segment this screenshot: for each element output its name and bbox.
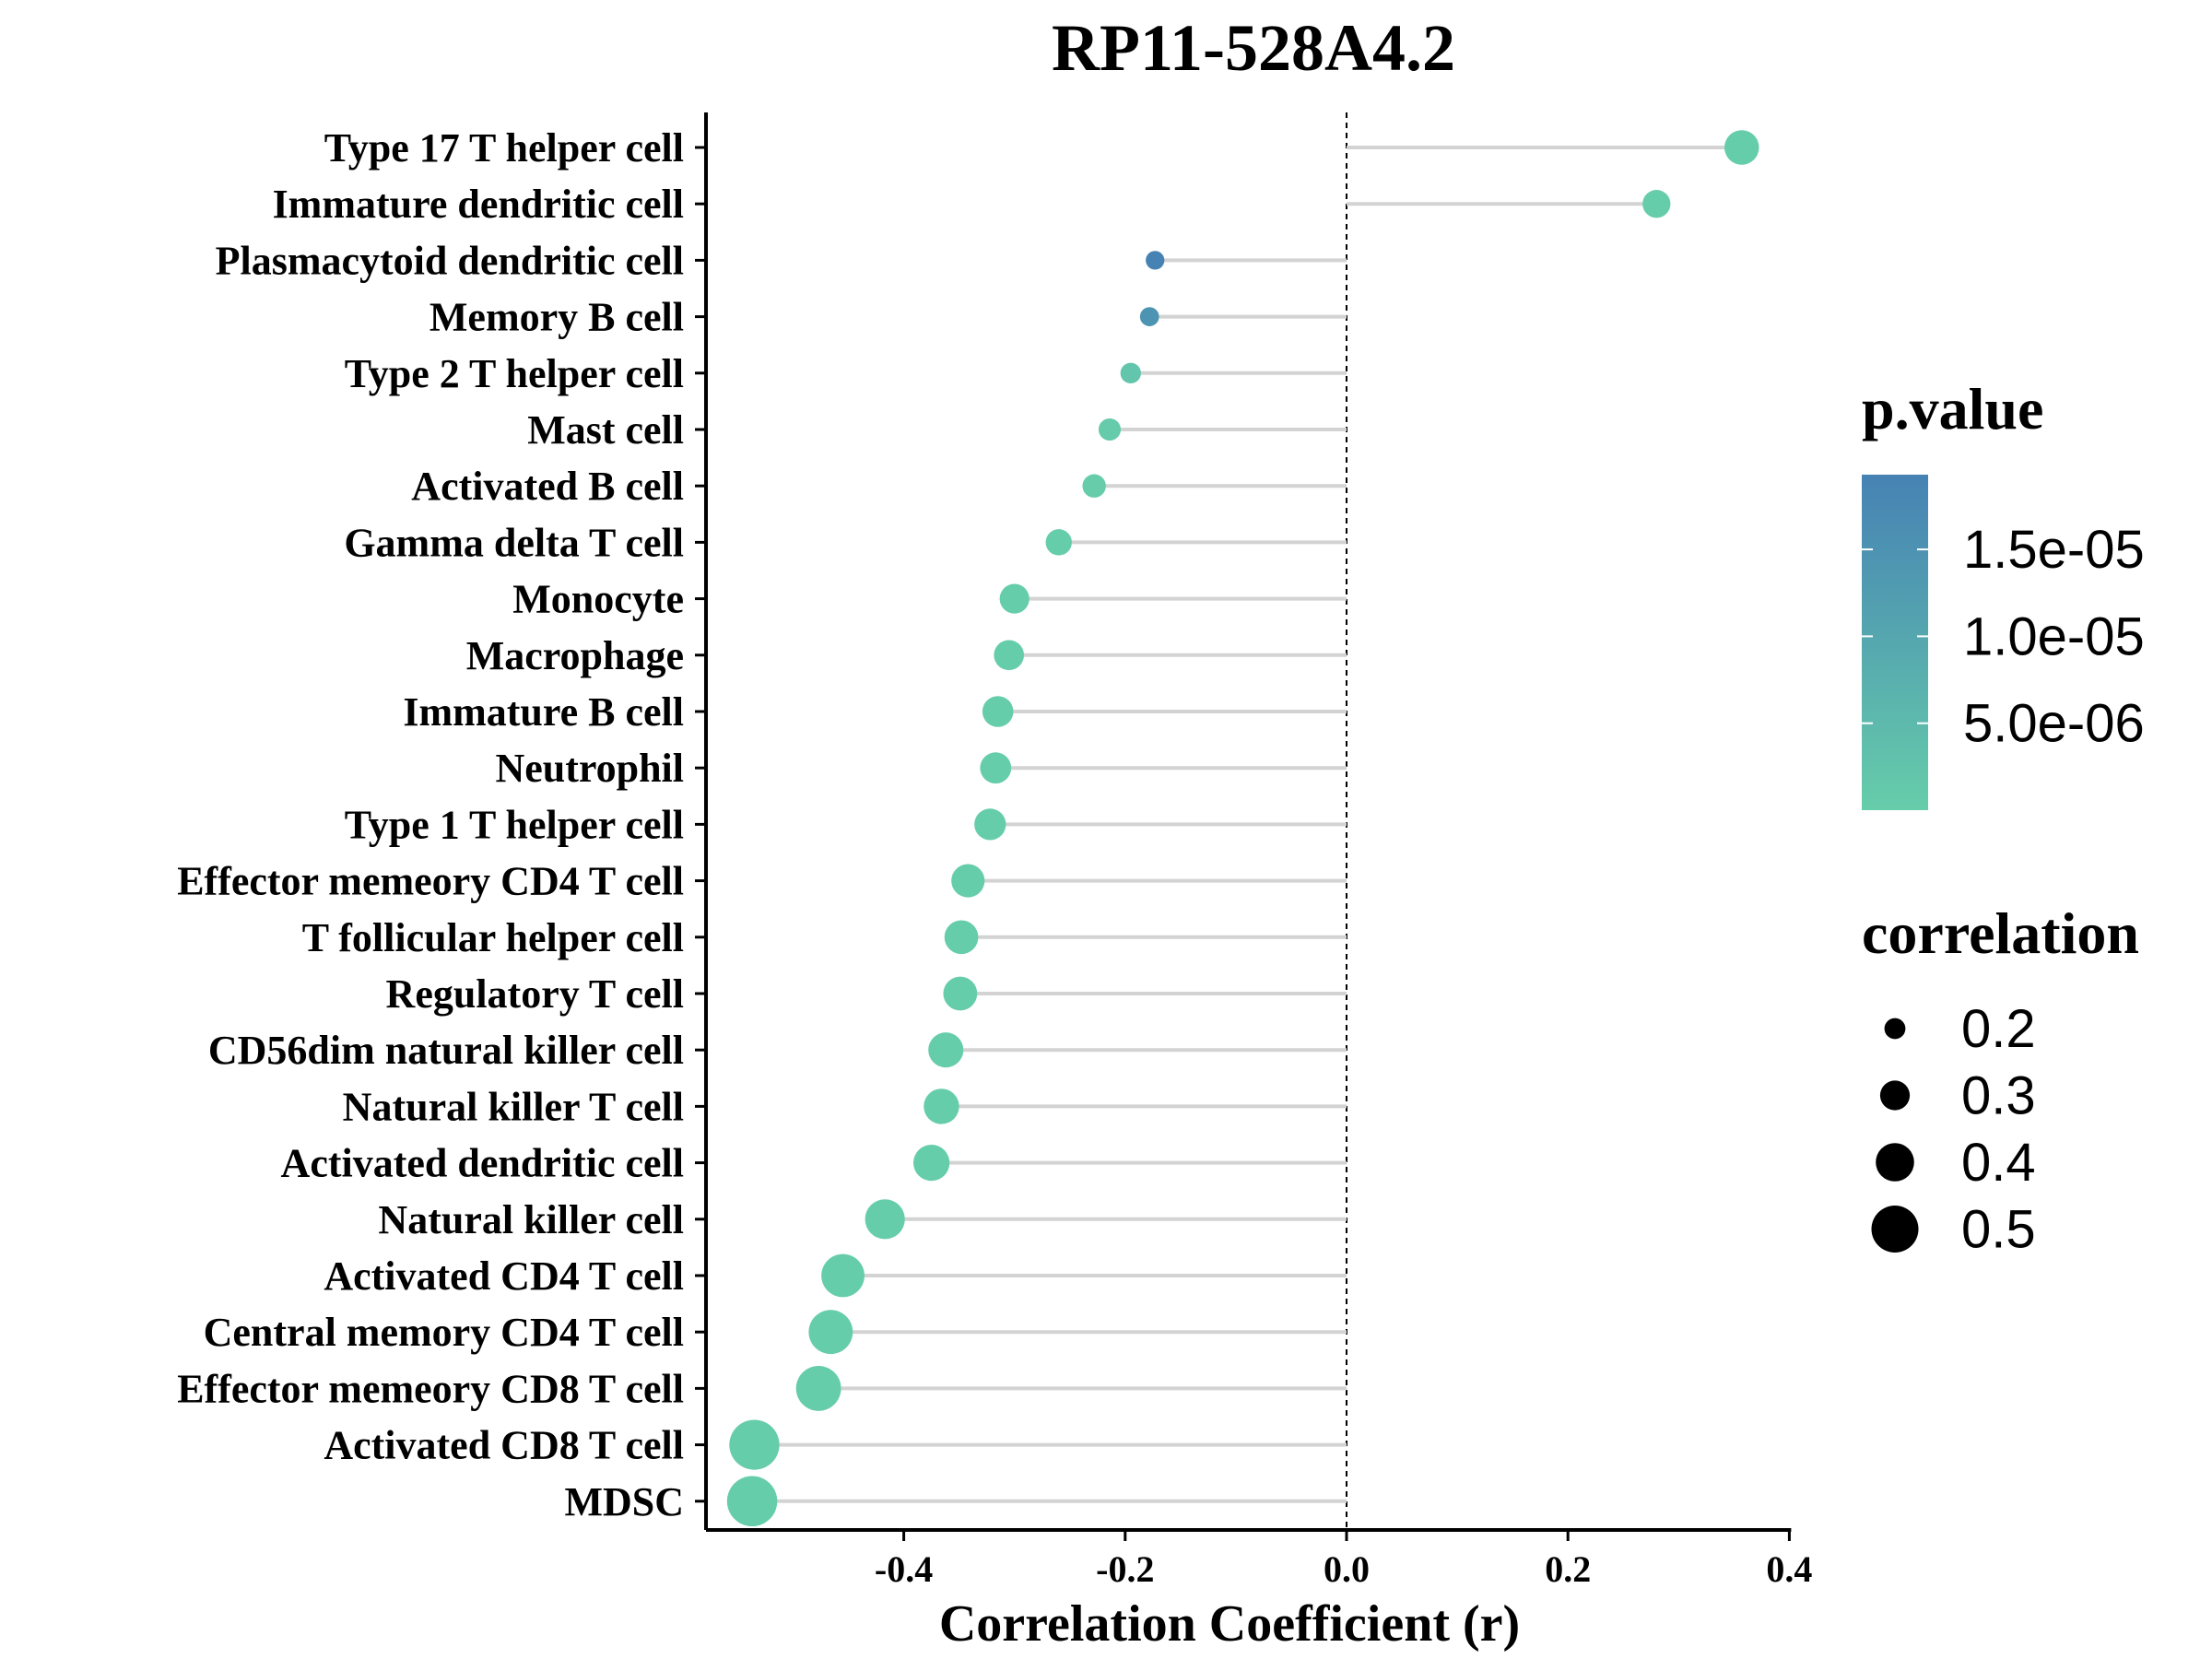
data-point <box>928 1032 964 1068</box>
size-legend-dot <box>1871 1206 1919 1253</box>
y-tick-label: CD56dim natural killer cell <box>208 1028 684 1073</box>
y-tick-label: Central memory CD4 T cell <box>204 1310 684 1355</box>
x-tick-label: 0.4 <box>1766 1548 1812 1590</box>
y-tick-label: Mast cell <box>527 407 684 453</box>
y-axis: Type 17 T helper cell Immature dendritic … <box>177 112 708 1530</box>
pvalue-legend-title: p.value <box>1862 376 2043 441</box>
colorbar-tick-label: 5.0e-06 <box>1963 694 2145 754</box>
y-tick-label: Natural killer cell <box>378 1197 684 1242</box>
data-point <box>999 583 1030 614</box>
data-point <box>974 808 1006 841</box>
pvalue-colorbar <box>1862 475 1928 810</box>
x-tick-label: 0.0 <box>1324 1548 1370 1590</box>
y-tick-label: Effector memeory CD4 T cell <box>177 859 684 904</box>
y-tick-label: T follicular helper cell <box>302 915 684 960</box>
y-tick-label: MDSC <box>564 1479 684 1524</box>
data-point <box>821 1253 865 1298</box>
y-tick-label: Effector memeory CD8 T cell <box>177 1366 684 1411</box>
data-point <box>944 920 979 955</box>
y-tick-label: Natural killer T cell <box>343 1084 684 1129</box>
data-point <box>1120 362 1141 383</box>
y-tick-label: Regulatory T cell <box>386 971 684 1017</box>
y-tick-label: Plasmacytoid dendritic cell <box>216 238 684 283</box>
data-point <box>1139 307 1159 326</box>
data-point <box>729 1419 780 1470</box>
data-point <box>808 1310 853 1355</box>
y-tick-label: Memory B cell <box>429 295 684 340</box>
chart-title: RP11-528A4.2 <box>1052 11 1455 85</box>
y-tick-label: Macrophage <box>466 633 684 678</box>
data-point <box>1098 418 1122 441</box>
size-legend-items: 0.2 0.3 0.4 0.5 <box>1871 999 2036 1260</box>
pvalue-color-legend: p.value 1.5e-05 1.0e-05 5.0e-06 <box>1862 376 2145 810</box>
data-point <box>951 864 985 898</box>
y-tick-label: Activated B cell <box>411 464 684 509</box>
size-legend-label: 0.2 <box>1961 999 2036 1059</box>
data-point <box>943 976 978 1011</box>
data-point <box>980 752 1012 784</box>
data-point <box>913 1144 950 1182</box>
data-point <box>982 696 1014 727</box>
data-point <box>1642 190 1671 218</box>
colorbar-tick-label: 1.5e-05 <box>1963 520 2145 580</box>
size-legend-label: 0.5 <box>1961 1200 2036 1260</box>
size-legend-dot <box>1876 1143 1914 1182</box>
correlation-size-legend: correlation 0.2 0.3 0.4 0.5 <box>1862 900 2139 1260</box>
x-tick-label: -0.4 <box>875 1548 933 1590</box>
data-point <box>1045 529 1072 556</box>
data-point <box>1724 130 1759 165</box>
y-tick-label: Activated CD8 T cell <box>324 1423 684 1468</box>
size-legend-dot <box>1884 1018 1906 1040</box>
y-tick-label: Immature dendritic cell <box>273 182 684 227</box>
data-point <box>1146 251 1165 270</box>
size-legend-label: 0.3 <box>1961 1066 2036 1126</box>
colorbar-tick-label: 1.0e-05 <box>1963 606 2145 666</box>
data-point <box>1082 474 1106 498</box>
data-point <box>726 1476 778 1527</box>
data-point <box>924 1088 959 1124</box>
y-tick-label: Type 2 T helper cell <box>345 351 684 396</box>
y-tick-label: Activated CD4 T cell <box>324 1253 684 1299</box>
correlation-legend-title: correlation <box>1862 900 2139 966</box>
y-tick-label: Activated dendritic cell <box>281 1141 684 1186</box>
x-tick-label: -0.2 <box>1096 1548 1154 1590</box>
y-tick-label: Neutrophil <box>495 746 684 791</box>
plot-area <box>726 112 1759 1530</box>
lollipop-dots <box>726 130 1759 1527</box>
x-axis-title: Correlation Coefficient (r) <box>939 1595 1520 1653</box>
colorbar-ticks: 1.5e-05 1.0e-05 5.0e-06 <box>1862 520 2145 754</box>
data-point <box>865 1199 905 1240</box>
size-legend-dot <box>1879 1080 1911 1111</box>
data-point <box>795 1365 841 1411</box>
y-tick-label: Type 17 T helper cell <box>324 125 684 171</box>
x-tick-label: 0.2 <box>1545 1548 1591 1590</box>
y-tick-label: Immature B cell <box>403 689 684 735</box>
x-axis: -0.4 -0.2 0.0 0.2 0.4 <box>706 1528 1812 1590</box>
size-legend-label: 0.4 <box>1961 1133 2036 1193</box>
y-tick-label: Gamma delta T cell <box>344 520 684 565</box>
lollipop-stems <box>752 146 1742 1503</box>
data-point <box>994 640 1025 671</box>
y-tick-label: Type 1 T helper cell <box>345 802 684 847</box>
y-tick-label: Monocyte <box>512 577 684 622</box>
